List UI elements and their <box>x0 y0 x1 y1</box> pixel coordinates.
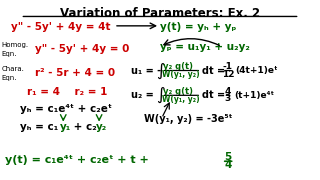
Text: r² - 5r + 4 = 0: r² - 5r + 4 = 0 <box>35 68 115 78</box>
Text: y₂ g(t): y₂ g(t) <box>163 62 193 71</box>
Text: y₁: y₁ <box>60 122 71 132</box>
Text: dt =: dt = <box>202 66 225 75</box>
Text: y(t) = c₁e⁴ᵗ + c₂eᵗ + t +: y(t) = c₁e⁴ᵗ + c₂eᵗ + t + <box>4 155 152 165</box>
Text: y₂: y₂ <box>96 122 107 132</box>
Text: 5: 5 <box>225 152 232 162</box>
Text: (4t+1)eᵗ: (4t+1)eᵗ <box>235 66 278 75</box>
Text: W(y₁, y₂): W(y₁, y₂) <box>162 70 199 79</box>
Text: Chara.: Chara. <box>1 66 24 72</box>
Text: W(y₁, y₂): W(y₁, y₂) <box>162 95 199 104</box>
Text: W(y₁, y₂) = -3e⁵ᵗ: W(y₁, y₂) = -3e⁵ᵗ <box>144 114 233 124</box>
Text: ∫: ∫ <box>156 86 164 104</box>
Text: y₂ g(t): y₂ g(t) <box>163 87 193 96</box>
Text: -1: -1 <box>223 62 233 71</box>
Text: yₕ = c₁e⁴ᵗ + c₂eᵗ: yₕ = c₁e⁴ᵗ + c₂eᵗ <box>20 105 112 114</box>
Text: 4: 4 <box>225 87 231 96</box>
Text: Eqn.: Eqn. <box>1 51 17 57</box>
Text: u₂ =: u₂ = <box>132 90 157 100</box>
Text: Eqn.: Eqn. <box>1 75 17 81</box>
Text: 3: 3 <box>225 94 231 103</box>
Text: r₁ = 4    r₂ = 1: r₁ = 4 r₂ = 1 <box>27 87 107 97</box>
Text: dt =: dt = <box>202 90 225 100</box>
Text: 4: 4 <box>225 160 232 170</box>
Text: Homog.: Homog. <box>1 42 28 48</box>
Text: yₕ = c₁: yₕ = c₁ <box>20 122 59 132</box>
Text: y" - 5y' + 4y = 0: y" - 5y' + 4y = 0 <box>35 44 129 54</box>
Text: yₚ = u₁y₁ + u₂y₂: yₚ = u₁y₁ + u₂y₂ <box>160 42 250 52</box>
Text: + c₂: + c₂ <box>69 122 96 132</box>
Text: Variation of Parameters: Ex. 2: Variation of Parameters: Ex. 2 <box>60 7 260 20</box>
Text: y" - 5y' + 4y = 4t: y" - 5y' + 4y = 4t <box>11 22 110 32</box>
Text: u₁ = -: u₁ = - <box>132 66 162 75</box>
Text: y(t) = yₕ + yₚ: y(t) = yₕ + yₚ <box>160 22 236 32</box>
Text: 12: 12 <box>222 69 234 78</box>
Text: ∫: ∫ <box>156 62 164 80</box>
Text: (t+1)e⁴ᵗ: (t+1)e⁴ᵗ <box>234 91 274 100</box>
